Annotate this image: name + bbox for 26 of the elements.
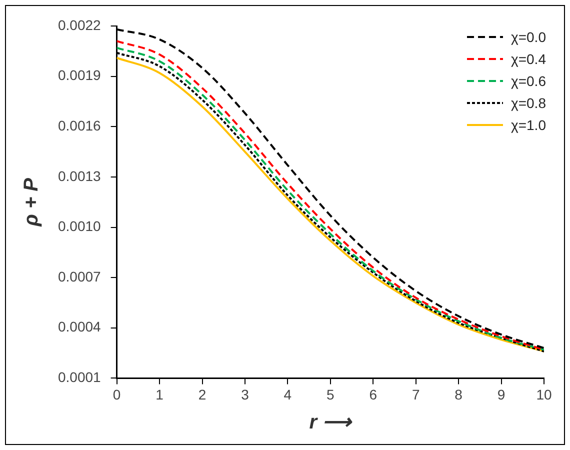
x-tick-label: 8 [454,386,463,402]
x-tick-label: 2 [198,386,206,402]
y-axis-title: ρ + P [20,177,43,228]
x-tick-label: 4 [284,386,292,402]
y-tick-label: 0.0001 [58,369,102,386]
y-tick-label: 0.0019 [58,67,102,84]
x-axis-title: r ⟶ [309,412,353,434]
y-tick-label: 0.0010 [58,218,102,234]
legend-label: χ=0.0 [511,29,546,45]
x-tick-label: 3 [241,386,250,402]
y-tick-label: 0.0013 [58,168,102,184]
x-tick-label: 0 [112,386,121,402]
y-tick-label: 0.0016 [58,117,102,134]
x-tick-label: 7 [412,386,420,402]
y-tick-label: 0.0004 [58,318,102,335]
x-tick-label: 5 [326,386,335,402]
y-tick-label: 0.0007 [58,268,102,284]
x-tick-label: 1 [156,386,164,402]
y-tick-label: 0.0022 [58,16,102,33]
legend-label: χ=0.8 [511,95,546,111]
legend-label: χ=0.4 [511,51,546,67]
legend-label: χ=1.0 [511,117,546,133]
legend-label: χ=0.6 [511,73,546,89]
x-tick-label: 6 [369,386,378,402]
x-tick-label: 10 [536,386,552,402]
x-tick-label: 9 [497,386,506,402]
